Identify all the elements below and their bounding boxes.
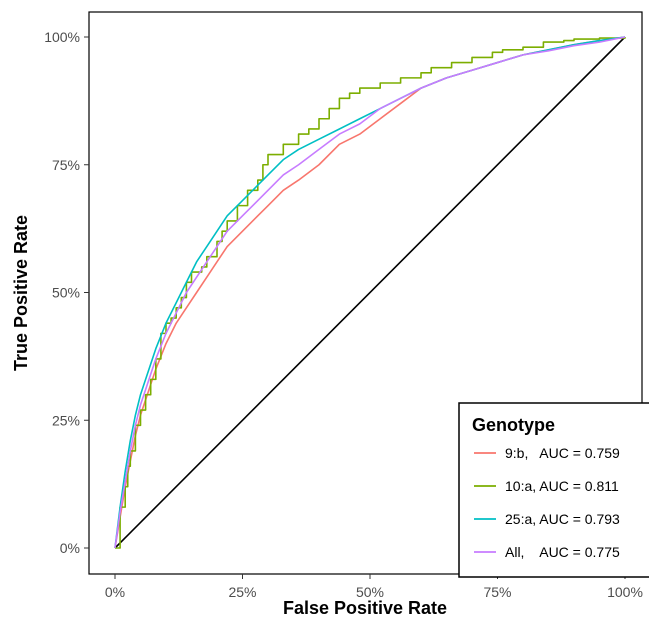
x-axis-title: False Positive Rate xyxy=(283,598,447,618)
y-axis-title: True Positive Rate xyxy=(11,215,31,371)
x-tick-label: 50% xyxy=(356,584,384,600)
y-tick-label: 50% xyxy=(52,285,80,301)
x-tick-label: 75% xyxy=(483,584,511,600)
series-line-1 xyxy=(115,37,626,549)
legend-label: 10:a, AUC = 0.811 xyxy=(505,478,619,494)
x-tick-label: 25% xyxy=(228,584,256,600)
legend: Genotype 9:b, AUC = 0.759 10:a, AUC = 0.8… xyxy=(458,402,649,578)
x-axis-ticks: 0% 25% 50% 75% 100% xyxy=(105,574,643,600)
series-line-3 xyxy=(114,36,626,549)
y-axis-ticks: 0% 25% 50% 75% 100% xyxy=(44,29,89,556)
legend-title: Genotype xyxy=(472,415,555,435)
legend-box xyxy=(458,402,649,578)
y-tick-label: 100% xyxy=(44,29,80,45)
legend-label: 9:b, AUC = 0.759 xyxy=(505,445,620,461)
series-lines xyxy=(114,36,626,549)
legend-label: 25:a, AUC = 0.793 xyxy=(505,511,620,527)
x-tick-label: 0% xyxy=(105,584,125,600)
legend-label: All, AUC = 0.775 xyxy=(505,544,620,560)
reference-diagonal xyxy=(114,36,626,549)
y-tick-label: 25% xyxy=(52,412,80,428)
y-tick-label: 75% xyxy=(52,157,80,173)
x-tick-label: 100% xyxy=(607,584,643,600)
y-tick-label: 0% xyxy=(60,540,80,556)
